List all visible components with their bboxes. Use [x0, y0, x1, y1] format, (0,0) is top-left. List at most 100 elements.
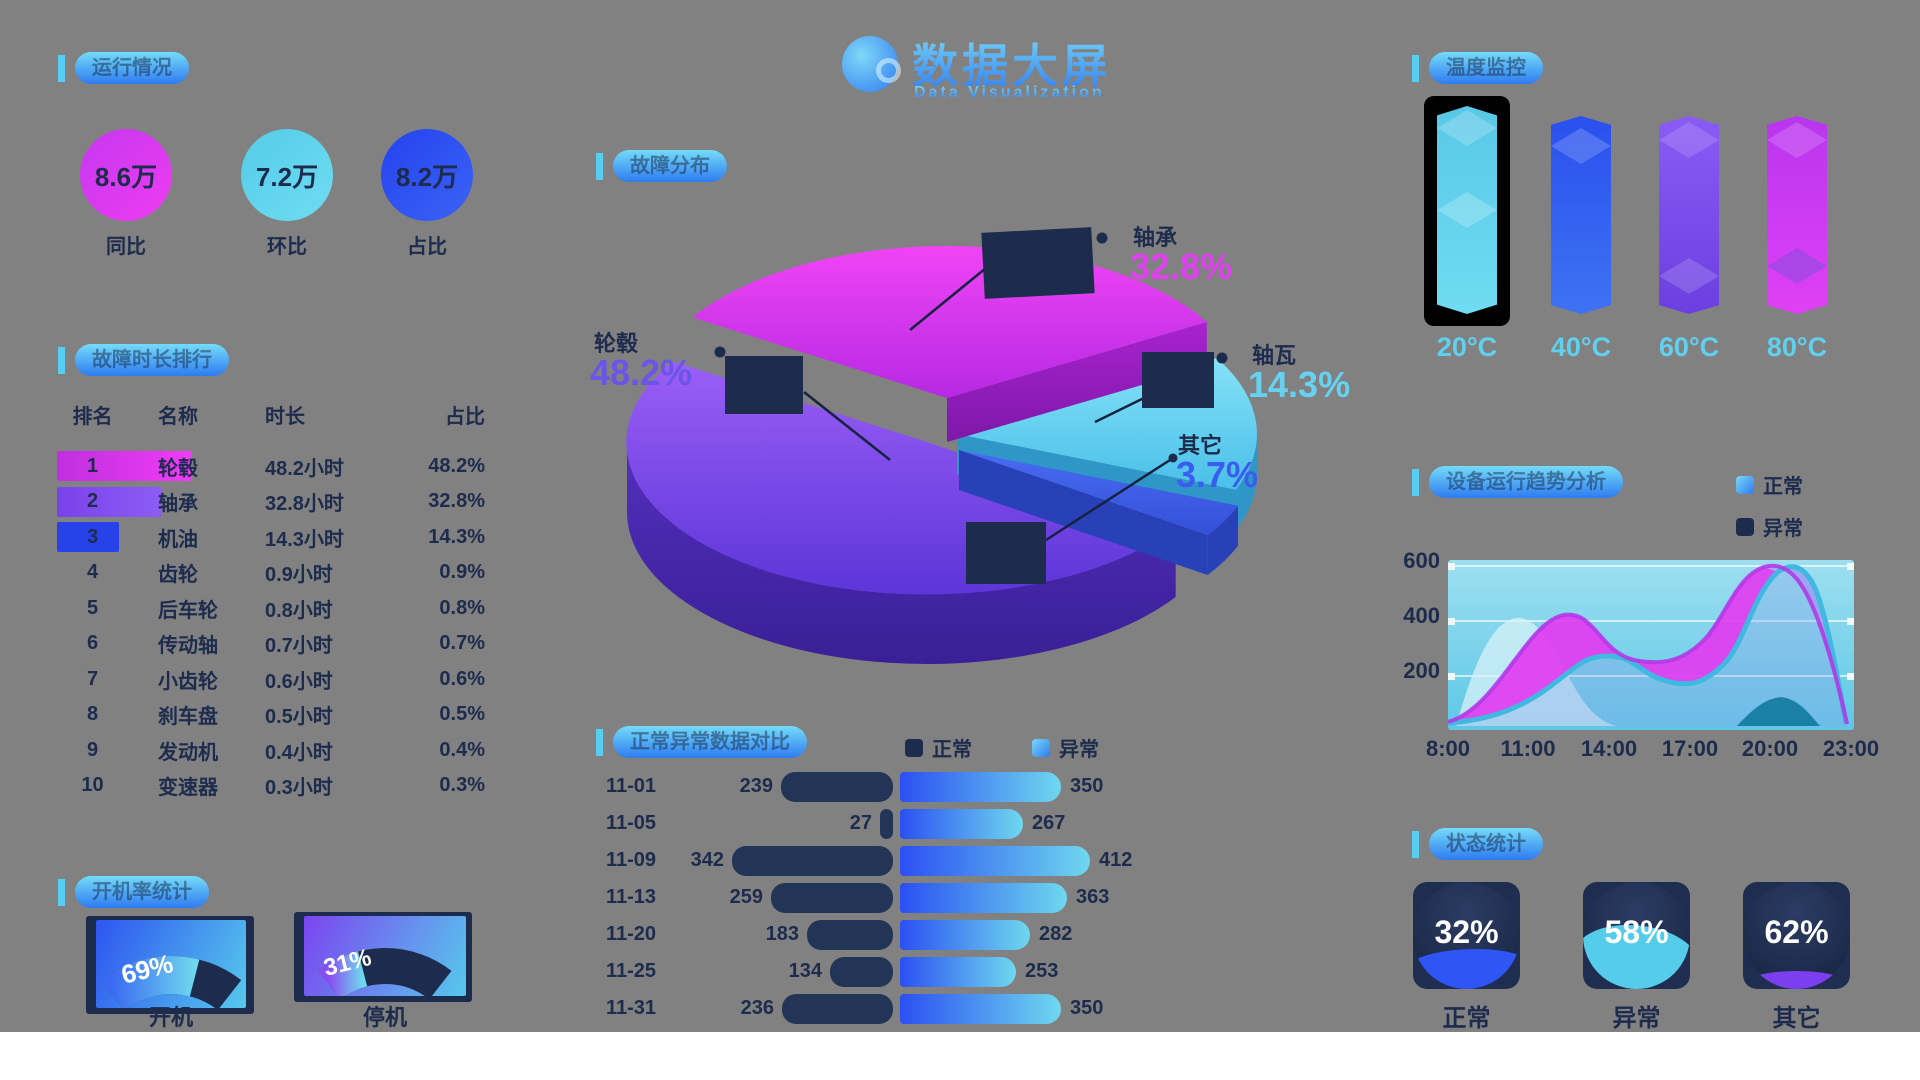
- col-header-name: 名称: [158, 405, 198, 428]
- cell-name: 后车轮: [158, 599, 218, 622]
- tornado-row[interactable]: 11-20 183 282: [600, 920, 1300, 950]
- facet-icon: [1437, 192, 1497, 228]
- rank-highlight-bar: [57, 451, 192, 481]
- liquid-gauge-other[interactable]: 62%: [1743, 882, 1850, 989]
- pie-label-pct: 14.3%: [1248, 364, 1351, 405]
- legend-label: 异常: [1763, 518, 1803, 540]
- stat-circle[interactable]: 7.2万: [241, 129, 333, 221]
- cell-rank: 6: [86, 632, 99, 654]
- arc-gauge-card[interactable]: 31%: [304, 916, 466, 996]
- tornado-date: 11-25: [606, 960, 657, 982]
- tornado-left-bar: [781, 772, 893, 802]
- table-row[interactable]: 9 发动机 0.4小时 0.4%: [55, 734, 515, 766]
- temperature-column-20[interactable]: [1437, 106, 1497, 314]
- tornado-row[interactable]: 11-25 134 253: [600, 957, 1300, 987]
- stat-circle[interactable]: 8.6万: [80, 129, 172, 221]
- cell-rank: 1: [86, 454, 99, 477]
- pie-callout-boxes: [714, 227, 1228, 584]
- tornado-row[interactable]: 11-09 342 412: [600, 846, 1300, 876]
- cell-ratio: 32.8%: [428, 490, 485, 512]
- tornado-right-bar: [900, 957, 1016, 987]
- table-row[interactable]: 7 小齿轮 0.6小时 0.6%: [55, 663, 515, 695]
- title-tick-icon: [1412, 54, 1419, 82]
- pie-slice-other[interactable]: [959, 450, 1238, 575]
- facet-icon: [1767, 248, 1827, 284]
- stat-value: 8.6万: [94, 161, 158, 192]
- legend-swatch: [1736, 475, 1754, 494]
- legend-item-abnormal[interactable]: 异常: [1736, 512, 1803, 541]
- y-tick: 400: [1403, 603, 1440, 628]
- panel-title-liquid-label: 状态统计: [1429, 828, 1543, 860]
- panel-title-pie-label: 故障分布: [613, 150, 727, 182]
- x-tick: 17:00: [1661, 736, 1719, 761]
- table-row[interactable]: 2 轴承 32.8小时 32.8%: [55, 486, 515, 518]
- table-row[interactable]: 6 传动轴 0.7小时 0.7%: [55, 628, 515, 660]
- legend-item-normal[interactable]: 正常: [905, 733, 972, 762]
- gauge-label: 停机: [362, 1005, 407, 1030]
- x-tick: 23:00: [1822, 736, 1880, 761]
- pie-callout-lines: [803, 267, 1171, 542]
- panel-title-tornado-label: 正常异常数据对比: [613, 726, 807, 758]
- cell-name: 齿轮: [158, 564, 198, 586]
- liquid-label: 正常: [1442, 1005, 1491, 1032]
- tornado-right-bar: [900, 883, 1067, 913]
- arc-gauge: 69%: [100, 948, 242, 1008]
- series-magenta-line: [1448, 563, 1849, 725]
- table-row[interactable]: 8 刹车盘 0.5小时 0.5%: [55, 699, 515, 731]
- cell-duration: 0.7小时: [265, 635, 333, 657]
- donut-hole-icon: [876, 58, 901, 83]
- legend-item-abnormal[interactable]: 异常: [1032, 733, 1099, 762]
- cell-duration: 0.6小时: [265, 670, 333, 693]
- axis-markers: [1448, 563, 1854, 680]
- table-row[interactable]: 1 轮毂 48.2小时 48.2%: [55, 450, 515, 482]
- tornado-date: 11-20: [606, 923, 657, 945]
- tornado-left-bar: [782, 994, 893, 1024]
- tornado-right-bar: [900, 994, 1061, 1024]
- rank-highlight-bar: [57, 522, 119, 552]
- cell-name: 轴承: [158, 493, 198, 515]
- panel-title-fault-table-label: 故障时长排行: [75, 344, 229, 376]
- temperature-label: 20°C: [1436, 332, 1498, 362]
- temperature-column-80[interactable]: [1767, 116, 1827, 314]
- tornado-right-value: 412: [1099, 849, 1133, 871]
- tornado-row[interactable]: 11-01 239 350: [600, 772, 1300, 802]
- footer-strip: [0, 1032, 1920, 1080]
- cell-duration: 0.3小时: [265, 777, 333, 799]
- panel-title-trend-label: 设备运行趋势分析: [1429, 466, 1623, 498]
- table-row[interactable]: 3 机油 14.3小时 14.3%: [55, 521, 515, 553]
- tornado-row[interactable]: 11-05 27 267: [600, 809, 1300, 839]
- legend-swatch: [1032, 738, 1050, 757]
- header: [842, 36, 901, 92]
- tornado-right-bar: [900, 772, 1061, 802]
- tornado-left-bar: [880, 809, 893, 839]
- cell-rank: 8: [86, 703, 99, 725]
- title-tick-icon: [58, 54, 65, 82]
- series-cyan-line: [1448, 564, 1849, 726]
- cell-rank: 5: [86, 596, 99, 619]
- pie-label-name: 轴承: [1133, 225, 1178, 250]
- temperature-column-60[interactable]: [1659, 116, 1719, 314]
- pie-chart[interactable]: [590, 160, 1310, 680]
- trend-area-chart[interactable]: [1448, 560, 1854, 730]
- table-row[interactable]: 5 后车轮 0.8小时 0.8%: [55, 592, 515, 624]
- cell-ratio: 0.6%: [439, 667, 485, 690]
- stat-circle[interactable]: 8.2万: [381, 129, 473, 221]
- liquid-gauge-abnormal[interactable]: 58%: [1583, 882, 1690, 989]
- pie-label-pct: 48.2%: [590, 352, 693, 393]
- table-row[interactable]: 10 变速器 0.3小时 0.3%: [55, 770, 515, 802]
- tornado-left-value: 239: [739, 775, 773, 797]
- table-row[interactable]: 4 齿轮 0.9小时 0.9%: [55, 557, 515, 589]
- temperature-column-40[interactable]: [1551, 116, 1611, 314]
- arc-gauge-card[interactable]: 69%: [96, 920, 246, 1008]
- tornado-left-bar: [732, 846, 893, 876]
- panel-title-arc-gauges: 开机率统计: [58, 876, 209, 908]
- facet-icon: [1659, 122, 1719, 158]
- tornado-row[interactable]: 11-31 236 350: [600, 994, 1300, 1024]
- tornado-row[interactable]: 11-13 259 363: [600, 883, 1300, 913]
- tornado-right-value: 267: [1032, 812, 1066, 834]
- liquid-gauge-normal[interactable]: 32%: [1413, 882, 1520, 989]
- tornado-right-value: 282: [1039, 923, 1073, 945]
- temperature-label: 60°C: [1658, 332, 1720, 362]
- panel-title-temperature-label: 温度监控: [1429, 52, 1543, 84]
- legend-item-normal[interactable]: 正常: [1736, 470, 1803, 499]
